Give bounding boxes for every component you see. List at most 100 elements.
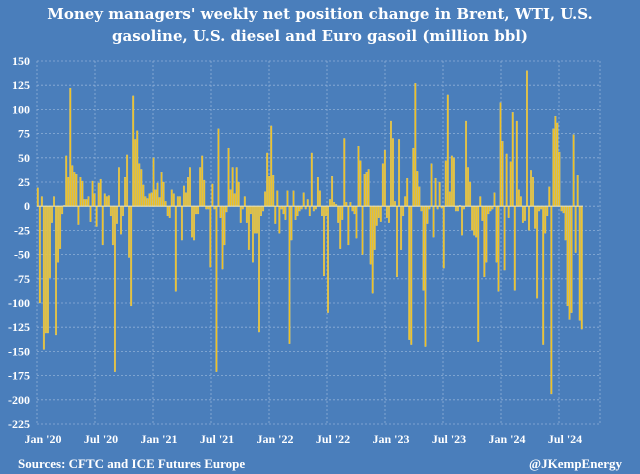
bar <box>521 206 524 223</box>
bar <box>148 193 151 207</box>
bar <box>260 206 262 217</box>
bar <box>51 206 53 223</box>
bar <box>164 201 167 207</box>
bar <box>264 191 267 207</box>
bar <box>538 206 541 212</box>
y-tick-label: 50 <box>18 151 30 165</box>
bar <box>221 206 224 270</box>
bar <box>172 193 175 207</box>
bar <box>233 193 236 207</box>
bar <box>278 206 281 234</box>
bar <box>574 206 577 253</box>
bar <box>481 206 484 221</box>
bar <box>347 206 350 246</box>
bar <box>325 206 327 217</box>
bar <box>477 206 480 342</box>
bar <box>475 206 478 238</box>
bar <box>142 184 145 207</box>
bar <box>351 206 354 212</box>
bar <box>284 206 287 220</box>
bar <box>65 155 68 207</box>
bar <box>49 206 51 278</box>
bar <box>430 163 433 207</box>
bar <box>146 198 149 207</box>
bar <box>532 177 534 207</box>
bar <box>111 206 114 246</box>
bar <box>412 147 415 207</box>
bar <box>381 163 384 207</box>
bar <box>91 180 94 207</box>
x-tick-label: Jan '22 <box>256 432 293 446</box>
bar <box>59 206 62 249</box>
bar <box>178 196 181 207</box>
bar <box>359 160 362 207</box>
bar <box>197 206 200 215</box>
bar <box>176 196 179 207</box>
bar <box>266 152 269 207</box>
bar <box>116 206 118 224</box>
bar <box>572 134 575 207</box>
bar <box>290 206 293 241</box>
bar <box>272 175 275 207</box>
bar <box>556 122 559 207</box>
bar <box>566 206 569 307</box>
bar <box>546 206 549 217</box>
bar <box>237 181 240 207</box>
bar <box>465 120 468 207</box>
bar <box>231 167 234 207</box>
bar <box>87 196 90 207</box>
bar <box>361 206 364 255</box>
author-credit: @JKempEnergy <box>529 456 622 471</box>
bar <box>461 206 463 236</box>
bar <box>215 206 218 372</box>
y-axis: 150 125 100 75 50 25 0 -25 -50 -75 -100 -125 -150 -17… <box>8 54 30 431</box>
bar <box>446 94 449 207</box>
bar <box>174 206 177 292</box>
bar <box>509 161 512 207</box>
bar <box>373 206 376 250</box>
bar <box>195 206 198 215</box>
bar <box>118 167 120 207</box>
bar <box>485 206 488 263</box>
bar <box>254 206 256 234</box>
bar <box>219 206 222 218</box>
bar <box>457 206 459 212</box>
bar <box>154 189 157 207</box>
bar <box>308 206 311 217</box>
bar <box>77 206 80 225</box>
bar <box>331 176 334 207</box>
bar <box>454 206 457 212</box>
bar <box>357 146 360 207</box>
bar <box>101 206 104 246</box>
bar <box>292 190 295 207</box>
chart-title-line-1: Money managers' weekly net position chan… <box>47 5 593 23</box>
bar <box>138 163 141 207</box>
bar <box>369 206 372 265</box>
bar <box>57 206 60 263</box>
y-tick-label: -50 <box>14 248 30 262</box>
bar <box>568 206 571 320</box>
bar <box>479 196 482 207</box>
bar <box>243 196 246 207</box>
y-tick-label: -25 <box>14 223 30 237</box>
bar <box>61 206 64 215</box>
bar <box>42 206 45 350</box>
bar <box>71 165 74 207</box>
bar <box>239 206 242 223</box>
bar <box>47 206 49 334</box>
bar <box>483 206 486 278</box>
bar <box>422 206 425 291</box>
bar <box>337 206 340 223</box>
bar <box>404 196 407 207</box>
bar <box>109 206 112 217</box>
bar <box>93 193 96 207</box>
y-tick-label: 150 <box>12 54 30 68</box>
y-tick-label: -225 <box>8 417 30 431</box>
bar <box>526 70 528 207</box>
bar <box>97 182 100 207</box>
bar <box>578 206 581 321</box>
x-tick-label: Jul '23 <box>432 432 466 446</box>
bar <box>38 206 41 304</box>
bar <box>227 147 230 207</box>
bar <box>467 167 470 207</box>
